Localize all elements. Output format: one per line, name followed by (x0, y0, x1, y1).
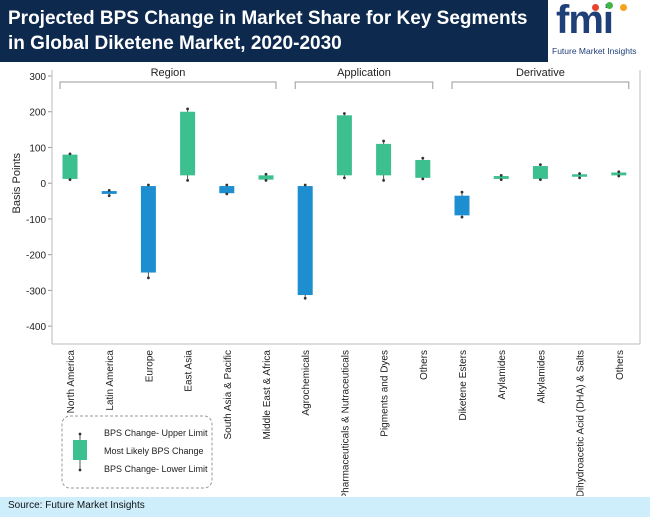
chart-area: 300 200 100 0 -100 -200 -300 -400 Basis Points Re… (11, 67, 641, 496)
legend-upper-marker-icon (78, 432, 82, 436)
x-tick-label: Diketene Esters (458, 350, 469, 421)
upper-limit-marker (343, 112, 346, 115)
group-label: Derivative (516, 67, 565, 79)
lower-limit-marker (107, 194, 111, 198)
upper-limit-marker (421, 156, 425, 160)
x-tick-label: Others (419, 350, 430, 380)
logo-subtitle: Future Market Insights (552, 46, 637, 56)
upper-limit-marker (460, 190, 464, 194)
x-tick-label: Arylamides (497, 350, 508, 399)
x-tick-label: Pharmaceuticals & Nutraceuticals (340, 350, 351, 496)
legend-box (61, 415, 213, 489)
group-bracket (59, 81, 277, 89)
chart-title: Projected BPS Change in Market Share for… (8, 8, 528, 54)
upper-limit-marker (186, 107, 190, 111)
x-tick-label: Others (615, 350, 626, 380)
upper-limit-marker (382, 139, 385, 143)
range-box (454, 195, 470, 216)
upper-limit-marker (68, 152, 72, 156)
y-tick-label: -100 (26, 215, 46, 226)
logo-text: fmi (556, 0, 614, 42)
y-tick-label: -400 (26, 322, 46, 333)
range-box (611, 172, 627, 176)
footer-bar: Source: Future Market Insights (0, 497, 650, 517)
header-bar: Projected BPS Change in Market Share for… (0, 0, 650, 62)
x-tick-label: North America (66, 350, 77, 414)
upper-limit-marker (107, 188, 111, 192)
range-box (532, 166, 548, 179)
x-tick-label: Agrochemicals (301, 350, 312, 416)
lower-limit-marker (343, 176, 346, 180)
group-bracket (294, 81, 434, 89)
range-box (101, 191, 117, 194)
range-box (415, 159, 431, 178)
y-axis-label: Basis Points (11, 152, 23, 213)
fmi-logo: fmi Future Market Insights (548, 0, 650, 62)
upper-limit-marker (147, 183, 150, 187)
lower-limit-marker (303, 296, 307, 300)
y-tick-label: 300 (29, 72, 46, 83)
x-tick-label: Alkylamides (536, 350, 547, 403)
x-tick-label: Latin America (105, 350, 116, 411)
y-tick-label: -200 (26, 251, 46, 262)
range-box (180, 111, 196, 176)
legend-entry: BPS Change- Lower Limit (104, 464, 208, 474)
group-label: Application (337, 67, 391, 79)
range-box (140, 186, 156, 273)
source-note: Source: Future Market Insights (8, 500, 145, 511)
x-tick-label: Europe (144, 350, 155, 383)
upper-limit-marker (578, 172, 581, 175)
lower-limit-marker (539, 178, 542, 182)
group-bracket (451, 81, 630, 89)
lower-limit-marker (225, 192, 229, 196)
y-tick-label: 0 (40, 179, 46, 190)
range-box (297, 186, 313, 296)
logo-dot-red (592, 4, 599, 11)
upper-limit-marker (539, 163, 542, 167)
y-tick-label: 200 (29, 108, 46, 119)
logo-dot-green (606, 2, 613, 9)
x-tick-label: South Asia & Pacific (223, 350, 234, 440)
legend-entry: Most Likely BPS Change (104, 446, 204, 456)
lower-limit-marker (68, 178, 72, 182)
group-label: Region (151, 67, 186, 79)
x-tick-label: Dihydroacetic Acid (DHA) & Salts (576, 350, 587, 496)
upper-limit-marker (617, 170, 621, 174)
upper-limit-marker (499, 173, 503, 177)
lower-limit-marker (264, 178, 268, 182)
legend-box-icon (73, 440, 87, 460)
range-box (62, 154, 78, 179)
range-box (493, 176, 509, 179)
lower-limit-marker (382, 178, 385, 182)
lower-limit-marker (421, 177, 425, 181)
legend-lower-marker-icon (78, 468, 82, 472)
lower-limit-marker (499, 178, 503, 182)
lower-limit-marker (460, 215, 464, 219)
y-tick-label: -300 (26, 286, 46, 297)
legend-entry: BPS Change- Upper Limit (104, 428, 208, 438)
x-tick-label: East Asia (184, 350, 195, 392)
range-box (258, 175, 274, 180)
lower-limit-marker (617, 174, 621, 178)
upper-limit-marker (303, 183, 307, 187)
logo-dot-orange (620, 4, 627, 11)
x-tick-label: Pigments and Dyes (380, 350, 391, 437)
range-box (376, 143, 392, 176)
y-tick-label: 100 (29, 143, 46, 154)
range-box (572, 174, 588, 177)
x-tick-label: Middle East & Africa (262, 350, 273, 440)
upper-limit-marker (264, 172, 268, 176)
upper-limit-marker (225, 183, 229, 187)
lower-limit-marker (186, 178, 190, 182)
range-box (219, 186, 235, 194)
lower-limit-marker (147, 276, 150, 280)
range-box (336, 115, 352, 176)
lower-limit-marker (578, 176, 581, 180)
